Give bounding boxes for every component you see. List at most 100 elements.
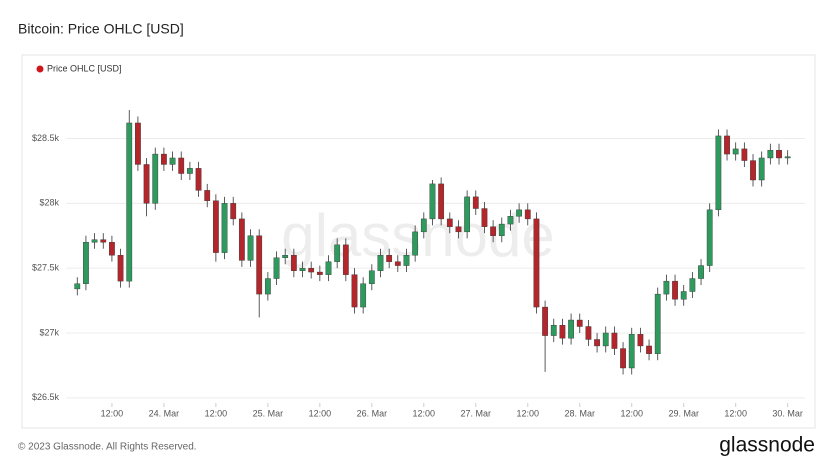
x-tick-label: 12:00 bbox=[517, 408, 540, 418]
candle-body bbox=[585, 326, 592, 340]
candle-body bbox=[334, 244, 341, 262]
candle-body bbox=[438, 183, 445, 220]
y-tick-label: $26.5k bbox=[32, 392, 60, 402]
candle-body bbox=[230, 203, 237, 220]
candle-body bbox=[195, 168, 202, 191]
x-tick-label: 25. Mar bbox=[253, 408, 284, 418]
candle-body bbox=[282, 255, 289, 258]
candle-body bbox=[672, 280, 678, 300]
candle-body bbox=[767, 149, 774, 159]
candle-body bbox=[135, 122, 141, 165]
candle-body bbox=[464, 196, 471, 233]
candle-body bbox=[689, 278, 696, 292]
candle-body bbox=[542, 306, 548, 336]
candle-body bbox=[481, 208, 488, 227]
candle-body bbox=[221, 203, 228, 253]
candle-body bbox=[680, 291, 687, 300]
candle-body bbox=[602, 332, 609, 347]
x-tick-label: 12:00 bbox=[724, 408, 747, 418]
y-tick-label: $27k bbox=[39, 327, 59, 337]
candle-body bbox=[238, 218, 245, 261]
x-tick-label: 12:00 bbox=[413, 408, 436, 418]
candle-body bbox=[498, 223, 505, 236]
y-tick-label: $28.5k bbox=[32, 133, 60, 143]
candle-body bbox=[412, 231, 419, 256]
candle-body bbox=[455, 226, 462, 233]
candle-body bbox=[628, 334, 635, 369]
candle-body bbox=[308, 267, 315, 273]
candle-body bbox=[256, 235, 263, 295]
x-tick-label: 12:00 bbox=[101, 408, 124, 418]
candle-body bbox=[161, 153, 167, 165]
candle-body bbox=[637, 334, 644, 347]
legend-swatch bbox=[36, 65, 44, 73]
candle-body bbox=[386, 255, 393, 262]
x-tick-label: 12:00 bbox=[620, 408, 643, 418]
candle-body bbox=[611, 332, 618, 349]
candle-body bbox=[490, 226, 496, 236]
candle-body bbox=[420, 218, 427, 233]
candle-body bbox=[741, 148, 748, 161]
candle-body bbox=[109, 242, 115, 256]
candle-body bbox=[325, 261, 332, 275]
candle-body bbox=[273, 257, 280, 279]
candle-body bbox=[360, 283, 367, 308]
candle-body bbox=[776, 149, 782, 159]
x-tick-label: 28. Mar bbox=[564, 408, 595, 418]
candle-body bbox=[187, 168, 193, 174]
candle-body bbox=[342, 244, 349, 275]
candle-body bbox=[169, 157, 176, 165]
candle-body bbox=[316, 271, 323, 275]
candle-body bbox=[620, 348, 626, 369]
candle-body bbox=[117, 255, 124, 282]
candle-body bbox=[706, 209, 713, 266]
legend-label[interactable]: Price OHLC [USD] bbox=[47, 63, 122, 73]
candle-body bbox=[516, 209, 522, 217]
candle-body bbox=[732, 148, 739, 155]
chart-title: Bitcoin: Price OHLC [USD] bbox=[18, 21, 184, 37]
candle-body bbox=[212, 200, 219, 253]
candle-body bbox=[100, 239, 107, 243]
candle-body bbox=[724, 135, 730, 155]
candle-body bbox=[429, 183, 436, 220]
candle-body bbox=[784, 156, 791, 159]
candle-body bbox=[152, 153, 159, 204]
x-tick-label: 24. Mar bbox=[149, 408, 180, 418]
candle-body bbox=[533, 218, 540, 308]
chart-frame bbox=[21, 54, 816, 429]
candle-body bbox=[204, 190, 211, 201]
candle-body bbox=[594, 339, 600, 347]
candle-body bbox=[299, 267, 306, 271]
candle-body bbox=[750, 160, 756, 181]
x-tick-label: 30. Mar bbox=[772, 408, 803, 418]
candle-body bbox=[91, 239, 98, 243]
y-tick-label: $28k bbox=[39, 198, 59, 208]
candle-body bbox=[550, 325, 557, 336]
candle-body bbox=[446, 218, 453, 227]
x-tick-label: 26. Mar bbox=[357, 408, 388, 418]
candle-body bbox=[247, 235, 254, 261]
copyright: © 2023 Glassnode. All Rights Reserved. bbox=[18, 442, 197, 453]
candle-body bbox=[403, 255, 410, 266]
candle-body bbox=[377, 255, 384, 271]
candle-body bbox=[758, 157, 765, 181]
candle-body bbox=[646, 345, 652, 354]
x-tick-label: 27. Mar bbox=[461, 408, 492, 418]
candle-body bbox=[524, 209, 531, 220]
candle-body bbox=[290, 255, 297, 271]
candle-body bbox=[368, 270, 375, 284]
candle-body bbox=[472, 196, 479, 209]
candle-body bbox=[74, 283, 81, 290]
candle-body bbox=[178, 157, 185, 174]
candle-body bbox=[394, 261, 401, 266]
x-tick-label: 12:00 bbox=[205, 408, 228, 418]
candle-body bbox=[143, 164, 150, 204]
candle-body bbox=[559, 325, 566, 339]
candle-body bbox=[83, 242, 89, 284]
candle-body bbox=[351, 274, 358, 308]
candle-body bbox=[715, 135, 722, 211]
logo: glassnode bbox=[719, 434, 815, 457]
x-tick-label: 12:00 bbox=[309, 408, 332, 418]
y-tick-label: $27.5k bbox=[32, 263, 60, 273]
